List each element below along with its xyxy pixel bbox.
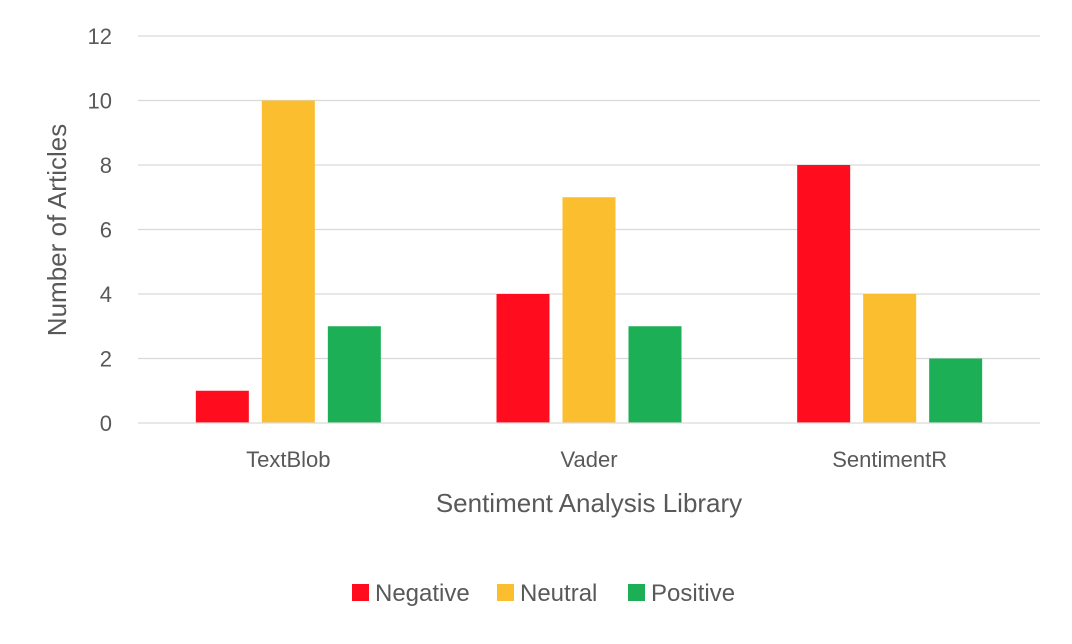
x-tick-label: TextBlob xyxy=(246,447,330,472)
legend-swatch-negative xyxy=(352,584,369,601)
legend-swatch-neutral xyxy=(497,584,514,601)
bar-positive-sentimentr xyxy=(929,358,983,423)
y-axis-ticks: 0 2 4 6 8 10 12 xyxy=(88,24,112,436)
y-tick-label: 8 xyxy=(100,153,112,178)
bar-negative-sentimentr xyxy=(797,165,851,423)
x-axis-title: Sentiment Analysis Library xyxy=(436,488,742,518)
legend-swatch-positive xyxy=(628,584,645,601)
legend-label-negative: Negative xyxy=(375,580,470,607)
y-tick-label: 2 xyxy=(100,347,112,372)
bar-positive-textblob xyxy=(327,326,381,423)
legend-label-neutral: Neutral xyxy=(520,580,597,607)
x-axis-ticks: TextBlob Vader SentimentR xyxy=(246,447,947,472)
bar-neutral-textblob xyxy=(261,100,315,423)
x-tick-label: SentimentR xyxy=(832,447,947,472)
bar-positive-vader xyxy=(628,326,682,423)
x-tick-label: Vader xyxy=(560,447,617,472)
legend-label-positive: Positive xyxy=(651,580,735,607)
y-tick-label: 0 xyxy=(100,411,112,436)
bar-negative-textblob xyxy=(195,390,249,423)
bar-neutral-sentimentr xyxy=(863,294,917,423)
y-tick-label: 12 xyxy=(88,24,112,49)
bar-neutral-vader xyxy=(562,197,616,423)
y-axis-title: Number of Articles xyxy=(42,124,72,336)
y-tick-label: 6 xyxy=(100,218,112,243)
legend: Negative Neutral Positive xyxy=(352,580,735,607)
y-tick-label: 10 xyxy=(88,89,112,114)
bar-negative-vader xyxy=(496,294,550,423)
bars xyxy=(195,100,983,423)
y-tick-label: 4 xyxy=(100,282,112,307)
